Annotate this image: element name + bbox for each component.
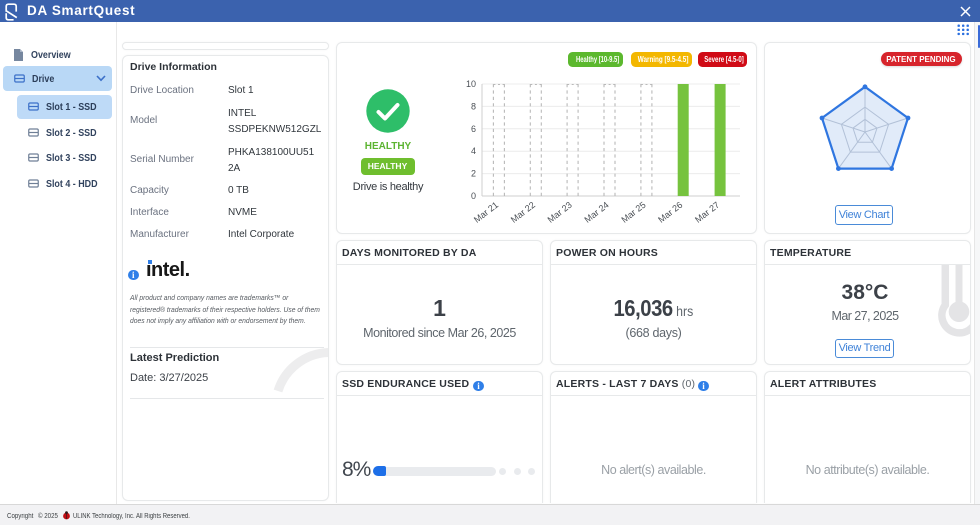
svg-text:Mar 22: Mar 22 [509, 200, 537, 225]
svg-text:0: 0 [471, 191, 476, 201]
svg-text:Mar 24: Mar 24 [582, 200, 610, 225]
svg-text:Mar 27: Mar 27 [693, 200, 721, 225]
svg-text:2: 2 [471, 169, 476, 179]
svg-text:Mar 21: Mar 21 [472, 200, 500, 225]
svg-text:10: 10 [466, 79, 476, 89]
svg-text:Mar 25: Mar 25 [619, 200, 647, 225]
svg-text:Mar 23: Mar 23 [546, 200, 574, 225]
svg-text:6: 6 [471, 124, 476, 134]
svg-text:8: 8 [471, 101, 476, 111]
svg-text:4: 4 [471, 146, 476, 156]
svg-text:Mar 26: Mar 26 [656, 200, 684, 225]
